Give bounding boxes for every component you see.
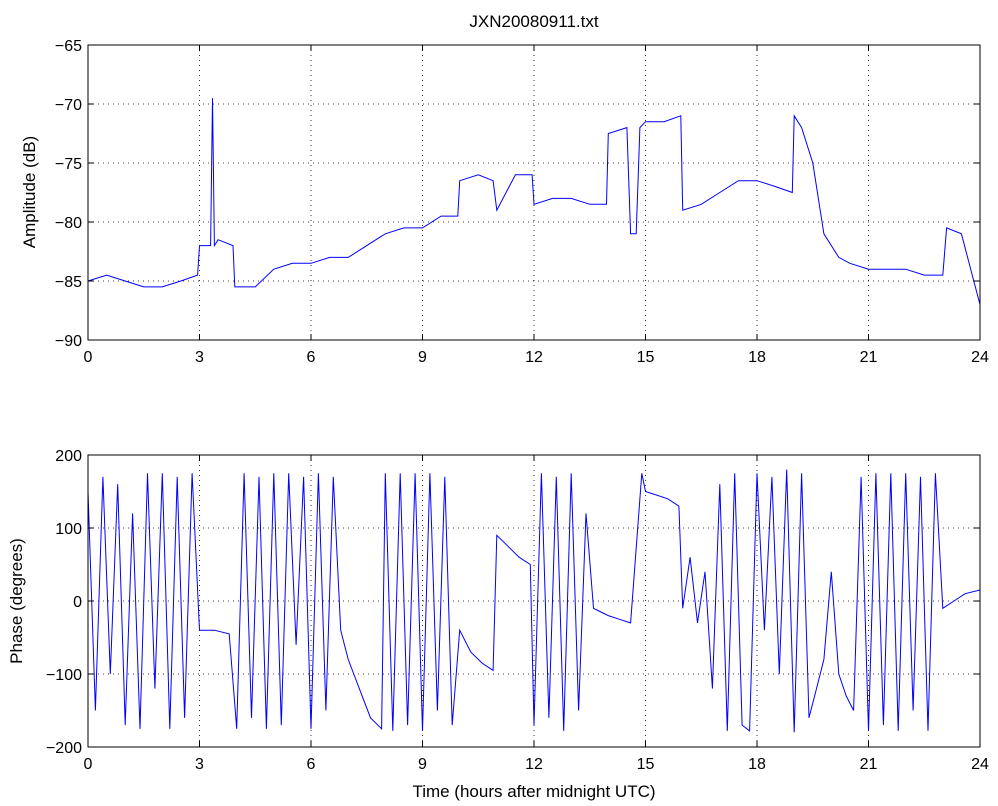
phase-x-ticks: 0 3 6 9 12 15 18 21 24 [84, 455, 989, 773]
phase-x-tick-label: 9 [418, 756, 427, 773]
phase-grid [88, 455, 980, 747]
amplitude-x-tick-label: 15 [637, 349, 655, 366]
amplitude-x-tick-label: 18 [748, 349, 766, 366]
amplitude-x-tick-label: 12 [525, 349, 543, 366]
amplitude-y-tick-label: −75 [55, 156, 82, 173]
phase-x-tick-label: 6 [307, 756, 316, 773]
amplitude-x-tick-label: 24 [971, 349, 989, 366]
phase-x-tick-label: 21 [860, 756, 878, 773]
amplitude-y-tick-label: −70 [55, 97, 82, 114]
amplitude-x-tick-label: 9 [418, 349, 427, 366]
phase-y-tick-label: 200 [55, 448, 82, 465]
phase-x-tick-label: 24 [971, 756, 989, 773]
amplitude-y-axis-label: Amplitude (dB) [20, 136, 39, 248]
amplitude-x-ticks: 0 3 6 9 12 15 18 21 24 [84, 45, 989, 366]
amplitude-y-ticks: −65 −70 −75 −80 −85 −90 [55, 38, 980, 350]
phase-x-tick-label: 18 [748, 756, 766, 773]
phase-y-tick-label: −200 [46, 740, 82, 757]
amplitude-x-tick-label: 6 [307, 349, 316, 366]
amplitude-series-line [87, 98, 981, 305]
phase-series-line [87, 469, 981, 733]
amplitude-grid [88, 45, 980, 340]
phase-y-axis-label: Phase (degrees) [7, 538, 26, 664]
phase-x-tick-label: 15 [637, 756, 655, 773]
phase-y-tick-label: 100 [55, 521, 82, 538]
amplitude-y-tick-label: −65 [55, 38, 82, 55]
phase-y-tick-label: 0 [73, 594, 82, 611]
x-axis-label: Time (hours after midnight UTC) [412, 782, 655, 801]
amplitude-x-tick-label: 0 [84, 349, 93, 366]
amplitude-x-tick-label: 3 [195, 349, 204, 366]
amplitude-x-tick-label: 21 [860, 349, 878, 366]
amplitude-y-tick-label: −85 [55, 274, 82, 291]
phase-y-ticks: 200 100 0 −100 −200 [46, 448, 980, 757]
amplitude-y-tick-label: −80 [55, 215, 82, 232]
phase-y-tick-label: −100 [46, 667, 82, 684]
phase-x-tick-label: 12 [525, 756, 543, 773]
phase-panel: 200 100 0 −100 −200 0 3 6 9 12 15 18 21 24 Phase (de… [7, 448, 989, 801]
phase-x-tick-label: 3 [195, 756, 204, 773]
amplitude-panel: JXN20080911.txt −65 −70 −75 −80 −85 −90 0 3 6 9 1… [20, 12, 989, 366]
phase-x-tick-label: 0 [84, 756, 93, 773]
amplitude-y-tick-label: −90 [55, 333, 82, 350]
chart-title: JXN20080911.txt [469, 12, 598, 31]
